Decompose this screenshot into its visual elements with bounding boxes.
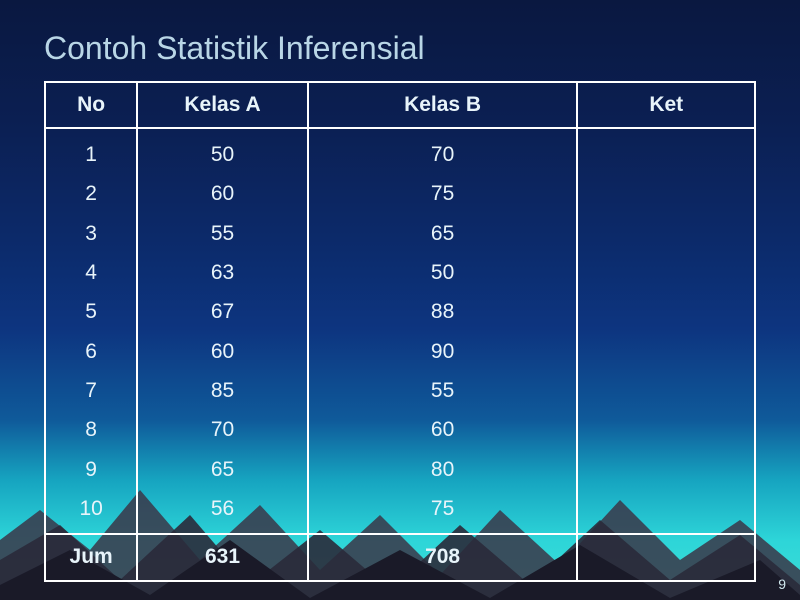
table-cell: 90 <box>308 332 578 371</box>
table-row: 56788 <box>45 293 755 332</box>
table-cell: 70 <box>137 411 307 450</box>
table-cell: 56 <box>137 490 307 535</box>
table-cell <box>577 372 755 411</box>
table-cell <box>577 411 755 450</box>
table-cell: 65 <box>137 450 307 489</box>
table-row: 26075 <box>45 175 755 214</box>
table-cell: 80 <box>308 450 578 489</box>
table-cell <box>577 175 755 214</box>
table-cell: 50 <box>308 254 578 293</box>
col-header-ket: Ket <box>577 82 755 128</box>
slide-number: 9 <box>778 576 786 592</box>
table-row: 66090 <box>45 332 755 371</box>
table-cell: 60 <box>137 332 307 371</box>
table-row: 35565 <box>45 214 755 253</box>
table-cell: 4 <box>45 254 137 293</box>
table-cell: 3 <box>45 214 137 253</box>
table-cell: 75 <box>308 490 578 535</box>
footer-label: Jum <box>45 534 137 580</box>
table-row: 46350 <box>45 254 755 293</box>
table-cell: 70 <box>308 128 578 175</box>
table-row: 15070 <box>45 128 755 175</box>
table-cell <box>577 293 755 332</box>
footer-sum-b: 708 <box>308 534 578 580</box>
data-table-container: No Kelas A Kelas B Ket 15070260753556546… <box>44 81 756 582</box>
table-cell: 7 <box>45 372 137 411</box>
table-cell: 55 <box>137 214 307 253</box>
table-cell: 6 <box>45 332 137 371</box>
table-cell <box>577 254 755 293</box>
table-cell: 50 <box>137 128 307 175</box>
table-row: 105675 <box>45 490 755 535</box>
table-cell: 10 <box>45 490 137 535</box>
col-header-b: Kelas B <box>308 82 578 128</box>
table-cell: 88 <box>308 293 578 332</box>
table-footer-row: Jum 631 708 <box>45 534 755 580</box>
table-row: 96580 <box>45 450 755 489</box>
table-cell: 9 <box>45 450 137 489</box>
table-cell: 1 <box>45 128 137 175</box>
table-header-row: No Kelas A Kelas B Ket <box>45 82 755 128</box>
table-row: 87060 <box>45 411 755 450</box>
slide-title: Contoh Statistik Inferensial <box>0 0 800 81</box>
footer-sum-a: 631 <box>137 534 307 580</box>
table-cell: 60 <box>137 175 307 214</box>
col-header-no: No <box>45 82 137 128</box>
table-cell: 75 <box>308 175 578 214</box>
table-row: 78555 <box>45 372 755 411</box>
table-cell: 85 <box>137 372 307 411</box>
footer-ket <box>577 534 755 580</box>
table-cell <box>577 450 755 489</box>
table-cell <box>577 214 755 253</box>
col-header-a: Kelas A <box>137 82 307 128</box>
table-cell: 8 <box>45 411 137 450</box>
table-cell: 67 <box>137 293 307 332</box>
table-cell: 60 <box>308 411 578 450</box>
table-cell: 55 <box>308 372 578 411</box>
table-cell <box>577 490 755 535</box>
table-cell: 2 <box>45 175 137 214</box>
data-table: No Kelas A Kelas B Ket 15070260753556546… <box>44 81 756 582</box>
table-cell <box>577 128 755 175</box>
table-cell <box>577 332 755 371</box>
table-cell: 65 <box>308 214 578 253</box>
table-cell: 63 <box>137 254 307 293</box>
table-cell: 5 <box>45 293 137 332</box>
